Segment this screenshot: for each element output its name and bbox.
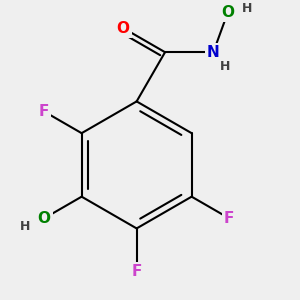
Text: H: H [20,220,31,233]
Text: O: O [38,211,50,226]
Text: O: O [221,5,234,20]
Text: F: F [224,211,234,226]
Text: O: O [117,21,130,36]
Text: F: F [131,264,142,279]
Text: N: N [207,45,220,60]
Text: H: H [242,2,252,15]
Text: H: H [220,60,231,74]
Text: F: F [39,104,49,119]
